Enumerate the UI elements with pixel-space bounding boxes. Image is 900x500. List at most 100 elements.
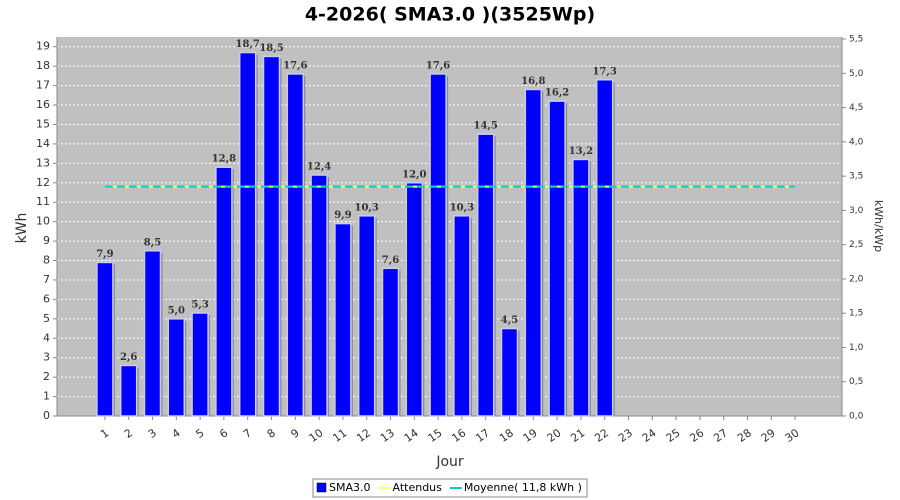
data-label: 16,2 bbox=[545, 88, 569, 99]
bar bbox=[310, 174, 328, 417]
data-label: 18,5 bbox=[259, 43, 283, 54]
y2-tick-label: 4,0 bbox=[849, 137, 864, 147]
y2-tick-label: 5,5 bbox=[849, 35, 863, 45]
y-tick-label: 16 bbox=[36, 98, 50, 111]
bar bbox=[476, 133, 495, 417]
x-tick-label: 24 bbox=[640, 426, 659, 445]
bar bbox=[215, 166, 233, 417]
y-tick-label: 4 bbox=[43, 331, 50, 344]
y-tick-label: 11 bbox=[36, 195, 50, 208]
x-tick-label: 3 bbox=[146, 426, 159, 441]
y2-tick-label: 3,5 bbox=[849, 172, 863, 182]
bar bbox=[500, 327, 519, 417]
y-tick-label: 6 bbox=[43, 292, 50, 305]
data-label: 17,3 bbox=[593, 66, 617, 77]
x-tick-label: 28 bbox=[735, 426, 754, 445]
bar bbox=[191, 312, 209, 417]
y-tick-label: 19 bbox=[36, 40, 50, 53]
y2-axis-label: kWh/kWp bbox=[872, 200, 885, 252]
x-tick-label: 7 bbox=[241, 426, 254, 441]
data-label: 5,3 bbox=[191, 299, 208, 310]
data-label: 13,2 bbox=[569, 146, 593, 157]
y-tick-label: 8 bbox=[43, 254, 50, 267]
y-tick-label: 3 bbox=[43, 351, 50, 364]
x-tick-label: 6 bbox=[217, 426, 230, 441]
data-label: 7,9 bbox=[96, 249, 113, 260]
bar bbox=[143, 250, 162, 417]
data-label: 2,6 bbox=[120, 352, 137, 363]
x-tick-label: 14 bbox=[402, 426, 421, 445]
chart-title: 4-2026( SMA3.0 )(3525Wp) bbox=[305, 4, 595, 26]
y-tick-label: 12 bbox=[36, 176, 50, 189]
bar bbox=[119, 364, 138, 417]
data-label: 17,6 bbox=[283, 60, 307, 71]
data-label: 14,5 bbox=[474, 121, 498, 132]
bar bbox=[429, 73, 447, 417]
legend-label: Moyenne( 11,8 kWh ) bbox=[464, 481, 582, 494]
y-tick-label: 14 bbox=[36, 137, 50, 150]
y-tick-label: 5 bbox=[43, 312, 50, 325]
bar bbox=[334, 222, 352, 417]
y-tick-label: 10 bbox=[36, 215, 50, 228]
x-tick-label: 26 bbox=[687, 426, 706, 445]
x-axis-label: Jour bbox=[435, 454, 464, 470]
y2-tick-label: 3,0 bbox=[849, 206, 864, 216]
x-tick-label: 22 bbox=[592, 426, 611, 445]
bar bbox=[548, 100, 566, 417]
x-tick-label: 4 bbox=[170, 426, 183, 441]
bar bbox=[381, 267, 400, 417]
x-tick-label: 29 bbox=[759, 426, 778, 445]
bar bbox=[238, 51, 257, 417]
x-tick-label: 17 bbox=[473, 426, 492, 445]
x-tick-label: 25 bbox=[664, 426, 683, 445]
data-label: 12,8 bbox=[212, 154, 236, 165]
data-label: 18,7 bbox=[236, 39, 260, 50]
y-tick-label: 7 bbox=[43, 273, 50, 286]
x-tick-label: 13 bbox=[378, 426, 397, 445]
data-label: 7,6 bbox=[382, 255, 399, 266]
x-tick-label: 10 bbox=[307, 426, 326, 445]
bar bbox=[572, 158, 590, 417]
x-tick-label: 27 bbox=[711, 426, 730, 445]
bar bbox=[453, 215, 471, 417]
bar bbox=[595, 79, 614, 417]
x-tick-label: 9 bbox=[289, 426, 302, 441]
bar bbox=[167, 318, 186, 417]
bar bbox=[405, 182, 424, 417]
x-tick-label: 5 bbox=[193, 426, 206, 441]
data-label: 12,0 bbox=[402, 169, 426, 180]
y2-tick-label: 0,0 bbox=[849, 412, 864, 422]
data-label: 4,5 bbox=[501, 315, 518, 326]
x-tick-label: 1 bbox=[98, 426, 111, 441]
legend-label: SMA3.0 bbox=[329, 481, 371, 494]
y2-tick-label: 1,5 bbox=[849, 309, 863, 319]
y-tick-label: 9 bbox=[43, 234, 50, 247]
bar bbox=[262, 55, 281, 417]
x-tick-label: 30 bbox=[783, 426, 802, 445]
y-tick-label: 13 bbox=[36, 156, 50, 169]
data-label: 17,6 bbox=[426, 60, 450, 71]
y-tick-label: 17 bbox=[36, 79, 50, 92]
x-tick-label: 8 bbox=[265, 426, 278, 441]
data-label: 10,3 bbox=[450, 202, 474, 213]
x-tick-label: 15 bbox=[426, 426, 445, 445]
bar bbox=[286, 73, 305, 417]
y-axis-label: kWh bbox=[14, 213, 30, 244]
y-tick-label: 15 bbox=[36, 117, 50, 130]
y2-tick-label: 2,0 bbox=[849, 274, 864, 284]
data-label: 5,0 bbox=[168, 305, 185, 316]
y2-tick-label: 4,5 bbox=[849, 103, 863, 113]
x-tick-label: 23 bbox=[616, 426, 635, 445]
data-label: 16,8 bbox=[521, 76, 545, 87]
x-tick-label: 18 bbox=[497, 426, 516, 445]
bar bbox=[524, 88, 543, 417]
y2-tick-label: 1,0 bbox=[849, 343, 864, 353]
y2-tick-label: 5,0 bbox=[849, 69, 864, 79]
x-tick-label: 21 bbox=[568, 426, 587, 445]
bar bbox=[357, 215, 376, 417]
bar bbox=[96, 261, 114, 417]
data-label: 8,5 bbox=[144, 237, 161, 248]
x-tick-label: 12 bbox=[354, 426, 373, 445]
x-tick-label: 20 bbox=[545, 426, 564, 445]
